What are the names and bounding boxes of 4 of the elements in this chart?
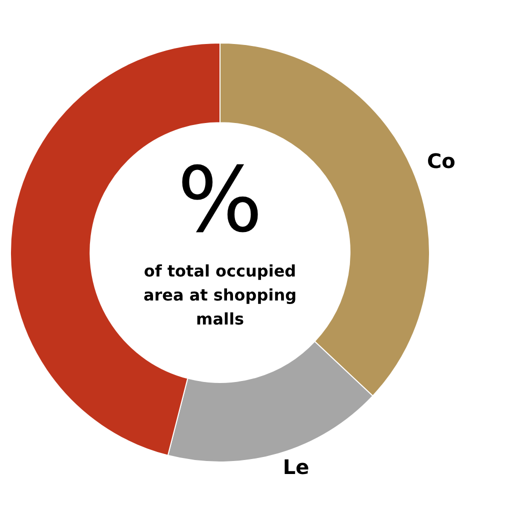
- text: of total occupied area at shopping malls: [143, 262, 297, 329]
- text: %: [177, 148, 263, 253]
- slice-label: Le: [282, 455, 310, 480]
- slice-label: Co: [426, 149, 456, 174]
